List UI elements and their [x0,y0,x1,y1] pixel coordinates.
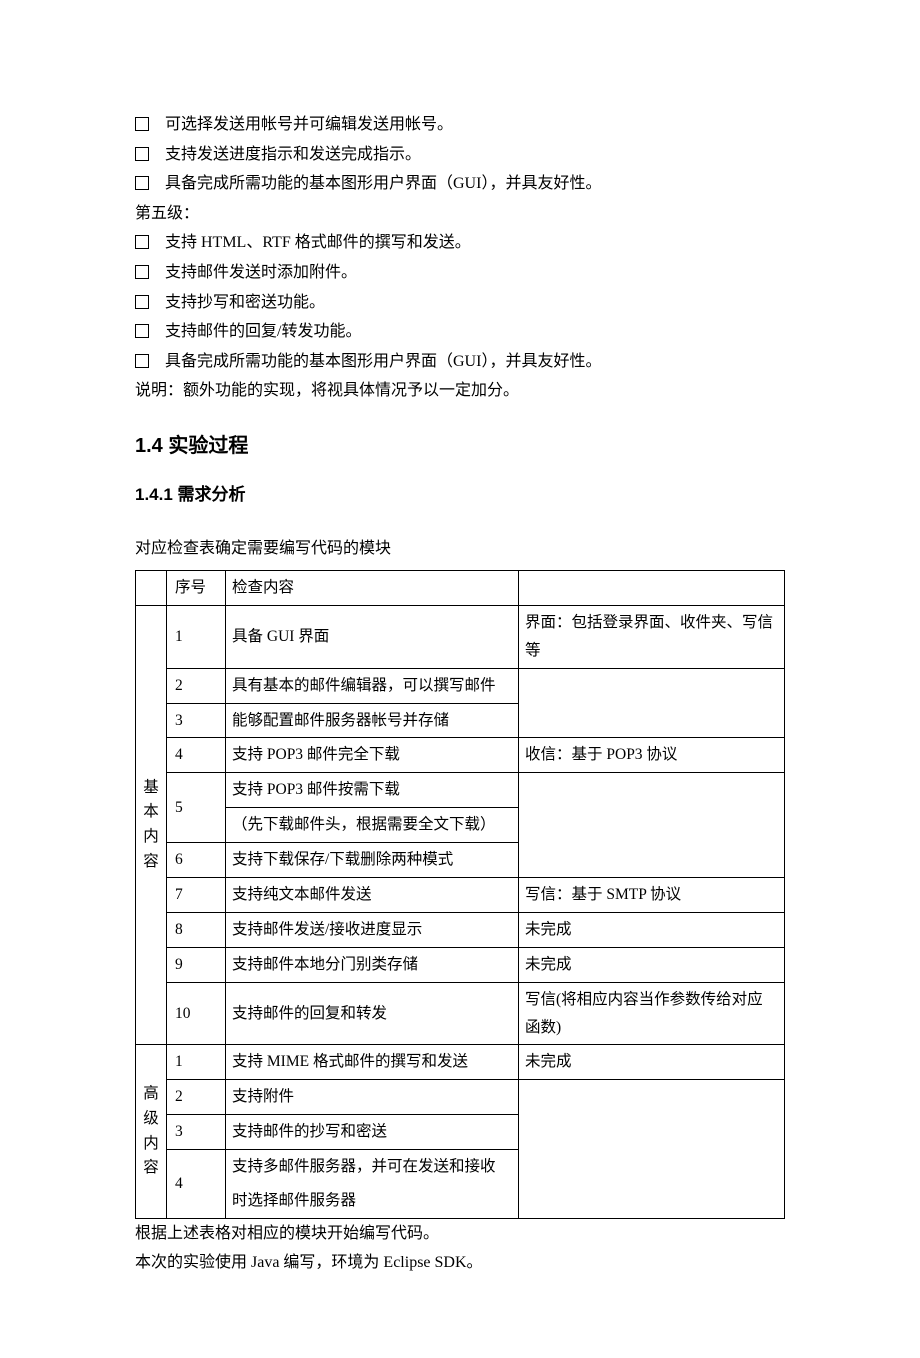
table-cell: 3 [167,703,226,738]
table-cell: 10 [167,982,226,1045]
subsection-heading: 1.4.1 需求分析 [135,479,785,510]
table-row: 4 支持 POP3 邮件完全下载 收信：基于 POP3 协议 [136,738,785,773]
table-row: 10 支持邮件的回复和转发 写信(将相应内容当作参数传给对应函数) [136,982,785,1045]
table-row: 2 具有基本的邮件编辑器，可以撰写邮件 [136,668,785,703]
bullet-text: 支持邮件发送时添加附件。 [165,258,357,288]
bullet-text: 支持 HTML、RTF 格式邮件的撰写和发送。 [165,228,471,258]
table-row: 2 支持附件 [136,1080,785,1115]
checkbox-icon [135,265,149,279]
table-cell: 支持邮件的回复和转发 [226,982,519,1045]
table-row: 高 级 内 容 1 支持 MIME 格式邮件的撰写和发送 未完成 [136,1045,785,1080]
table-cell: 支持邮件的抄写和密送 [226,1115,519,1150]
table-row: 基 本 内 容 1 具备 GUI 界面 界面：包括登录界面、收件夹、写信等 [136,605,785,668]
table-cell: 未完成 [519,912,785,947]
table-header-cell [136,570,167,605]
table-cell: 支持纯文本邮件发送 [226,877,519,912]
table-cell: 6 [167,843,226,878]
table-cell: 2 [167,668,226,703]
table-intro: 对应检查表确定需要编写代码的模块 [135,534,785,564]
checkbox-icon [135,176,149,190]
bullet-item: 支持邮件的回复/转发功能。 [135,317,785,347]
table-cell: 未完成 [519,947,785,982]
after-table-text: 本次的实验使用 Java 编写，环境为 Eclipse SDK。 [135,1248,785,1278]
table-header-cell: 检查内容 [226,570,519,605]
category-cell-advanced: 高 级 内 容 [136,1045,167,1218]
table-cell: 未完成 [519,1045,785,1080]
checkbox-icon [135,117,149,131]
document-page: 可选择发送用帐号并可编辑发送用帐号。 支持发送进度指示和发送完成指示。 具备完成… [0,0,920,1358]
table-row: 序号 检查内容 [136,570,785,605]
table-row: 9 支持邮件本地分门别类存储 未完成 [136,947,785,982]
bullet-text: 支持抄写和密送功能。 [165,288,325,318]
table-cell [519,773,785,878]
table-row: 8 支持邮件发送/接收进度显示 未完成 [136,912,785,947]
checkbox-icon [135,295,149,309]
table-cell: （先下载邮件头，根据需要全文下载） [226,808,519,843]
bullet-item: 支持 HTML、RTF 格式邮件的撰写和发送。 [135,228,785,258]
bullet-item: 支持抄写和密送功能。 [135,288,785,318]
bullet-text: 支持发送进度指示和发送完成指示。 [165,140,421,170]
table-header-cell: 序号 [167,570,226,605]
checkbox-icon [135,147,149,161]
bullet-text: 具备完成所需功能的基本图形用户界面（GUI），并具友好性。 [165,169,601,199]
table-row: 5 支持 POP3 邮件按需下载 [136,773,785,808]
table-cell: 2 [167,1080,226,1115]
table-cell: 支持 MIME 格式邮件的撰写和发送 [226,1045,519,1080]
level-label: 第五级： [135,199,785,229]
bullet-item: 支持邮件发送时添加附件。 [135,258,785,288]
table-cell: 支持附件 [226,1080,519,1115]
table-cell: 支持 POP3 邮件完全下载 [226,738,519,773]
table-cell: 4 [167,738,226,773]
table-cell: 能够配置邮件服务器帐号并存储 [226,703,519,738]
table-cell [519,668,785,738]
bullet-text: 支持邮件的回复/转发功能。 [165,317,361,347]
table-cell: 时选择邮件服务器 [226,1184,519,1218]
bullet-item: 具备完成所需功能的基本图形用户界面（GUI），并具友好性。 [135,169,785,199]
table-cell: 写信(将相应内容当作参数传给对应函数) [519,982,785,1045]
table-cell: 支持多邮件服务器，并可在发送和接收 [226,1150,519,1184]
category-cell-basic: 基 本 内 容 [136,605,167,1045]
checkbox-icon [135,354,149,368]
section-heading: 1.4 实验过程 [135,428,785,465]
after-table-text: 根据上述表格对相应的模块开始编写代码。 [135,1219,785,1249]
table-cell: 1 [167,1045,226,1080]
table-header-cell [519,570,785,605]
checkbox-icon [135,235,149,249]
table-cell: 5 [167,773,226,843]
table-cell: 3 [167,1115,226,1150]
table-cell: 支持邮件本地分门别类存储 [226,947,519,982]
table-cell: 9 [167,947,226,982]
table-cell: 收信：基于 POP3 协议 [519,738,785,773]
checkbox-icon [135,324,149,338]
explanation-note: 说明：额外功能的实现，将视具体情况予以一定加分。 [135,376,785,406]
table-cell: 具有基本的邮件编辑器，可以撰写邮件 [226,668,519,703]
table-cell: 4 [167,1150,226,1219]
table-cell: 支持 POP3 邮件按需下载 [226,773,519,808]
checklist-table: 序号 检查内容 基 本 内 容 1 具备 GUI 界面 界面：包括登录界面、收件… [135,570,785,1219]
table-cell: 支持下载保存/下载删除两种模式 [226,843,519,878]
bullet-item: 具备完成所需功能的基本图形用户界面（GUI），并具友好性。 [135,347,785,377]
bullet-item: 支持发送进度指示和发送完成指示。 [135,140,785,170]
table-cell: 1 [167,605,226,668]
bullet-item: 可选择发送用帐号并可编辑发送用帐号。 [135,110,785,140]
table-cell: 界面：包括登录界面、收件夹、写信等 [519,605,785,668]
table-cell: 7 [167,877,226,912]
table-cell: 支持邮件发送/接收进度显示 [226,912,519,947]
table-cell [519,1080,785,1219]
bullet-text: 具备完成所需功能的基本图形用户界面（GUI），并具友好性。 [165,347,601,377]
table-cell: 写信：基于 SMTP 协议 [519,877,785,912]
table-cell: 具备 GUI 界面 [226,605,519,668]
table-cell: 8 [167,912,226,947]
table-row: 7 支持纯文本邮件发送 写信：基于 SMTP 协议 [136,877,785,912]
bullet-text: 可选择发送用帐号并可编辑发送用帐号。 [165,110,453,140]
